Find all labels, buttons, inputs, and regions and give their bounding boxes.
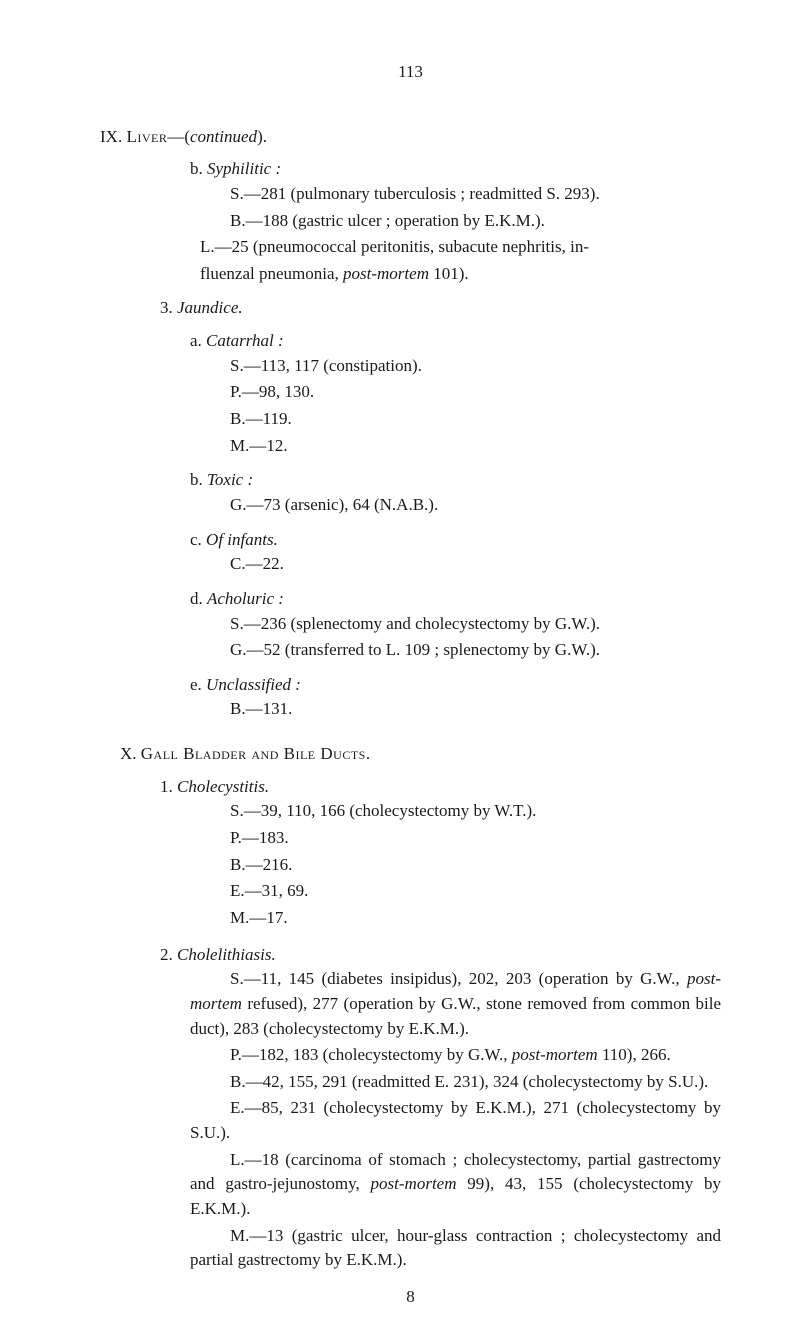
label-b: b. [190,159,207,178]
section-ix-suffix: —( [167,127,190,146]
line-b131: B.—131. [230,697,721,722]
para-e85: E.—85, 231 (cholecystectomy by E.K.M.), … [190,1096,721,1145]
section-x-header: X. Gall Bladder and Bile Ducts. [120,742,721,767]
line-b119: B.—119. [230,407,721,432]
label-2: 2. [160,945,177,964]
line-l25: L.—25 (pneumococcal peritonitis, subacut… [230,235,721,260]
title-syphilitic: Syphilitic : [207,159,281,178]
label-a: a. [190,331,206,350]
item-1-title: 1. Cholecystitis. [160,775,721,800]
footer-number: 8 [100,1285,721,1310]
title-cholelithiasis: Cholelithiasis. [177,945,276,964]
line-b216: B.—216. [230,853,721,878]
line-s281: S.—281 (pulmonary tuberculosis ; readmit… [230,182,721,207]
item-2-title: 2. Cholelithiasis. [160,943,721,968]
p5i: post-mortem [371,1174,457,1193]
line-s39: S.—39, 110, 166 (cholecystectomy by W.T.… [230,799,721,824]
sub-c-infants: c. Of infants. C.—22. [190,528,721,577]
title-jaundice: Jaundice. [177,298,243,317]
sub-e-unclassified: e. Unclassified : B.—131. [190,673,721,722]
label-d: d. [190,589,207,608]
section-x-title: Gall Bladder and Bile Ducts. [141,744,371,763]
sub-d-acholuric: d. Acholuric : S.—236 (splenectomy and c… [190,587,721,663]
title-catarrhal: Catarrhal : [206,331,284,350]
label-e: e. [190,675,206,694]
sub-c-title: c. Of infants. [190,528,721,553]
para-s11: S.—11, 145 (diabetes insipidus), 202, 20… [190,967,721,1041]
para-b42: B.—42, 155, 291 (readmitted E. 231), 324… [190,1070,721,1095]
p1b: refused), 277 (operation by G.W., stone … [190,994,721,1038]
title-unclassified: Unclassified : [206,675,301,694]
line-p98: P.—98, 130. [230,380,721,405]
sub-d-title: d. Acholuric : [190,587,721,612]
line-e31: E.—31, 69. [230,879,721,904]
item-2-cholelithiasis: 2. Cholelithiasis. S.—11, 145 (diabetes … [160,943,721,1273]
label-1: 1. [160,777,177,796]
item-3-jaundice: 3. Jaundice. a. Catarrhal : S.—113, 117 … [160,296,721,722]
title-infants: Of infants. [206,530,278,549]
p2i: post-mortem [512,1045,598,1064]
line-m17: M.—17. [230,906,721,931]
section-x-roman: X. [120,744,141,763]
section-ix-title: Liver [126,127,167,146]
sub-b-title: b. Toxic : [190,468,721,493]
sub-b-toxic: b. Toxic : G.—73 (arsenic), 64 (N.A.B.). [190,468,721,517]
p2b: 110), 266. [598,1045,671,1064]
label-b2: b. [190,470,207,489]
item-1-cholecystitis: 1. Cholecystitis. S.—39, 110, 166 (chole… [160,775,721,931]
section-ix-italic: continued [190,127,257,146]
section-x: X. Gall Bladder and Bile Ducts. 1. Chole… [100,742,721,1273]
line-s236: S.—236 (splenectomy and cholecystectomy … [230,612,721,637]
sub-a-catarrhal: a. Catarrhal : S.—113, 117 (constipation… [190,329,721,458]
line-l25-cont: fluenzal pneumonia, post-mortem 101). [200,262,721,287]
subsection-b-title: b. Syphilitic : [190,157,721,182]
para-m13: M.—13 (gastric ulcer, hour-glass contrac… [190,1224,721,1273]
sub-a-title: a. Catarrhal : [190,329,721,354]
title-toxic: Toxic : [207,470,253,489]
line-g73: G.—73 (arsenic), 64 (N.A.B.). [230,493,721,518]
section-ix-close: ). [257,127,267,146]
line-m12: M.—12. [230,434,721,459]
para-l18: L.—18 (carcinoma of stomach ; cholecyste… [190,1148,721,1222]
section-ix-roman: IX. [100,127,126,146]
label-c: c. [190,530,206,549]
title-acholuric: Acholuric : [207,589,284,608]
sub-e-title: e. Unclassified : [190,673,721,698]
line-p183: P.—183. [230,826,721,851]
page-number: 113 [100,60,721,85]
line-c22: C.—22. [230,552,721,577]
p1a: S.—11, 145 (diabetes insipidus), 202, 20… [230,969,687,988]
label-3: 3. [160,298,177,317]
para-p182: P.—182, 183 (cholecystectomy by G.W., po… [190,1043,721,1068]
line-s113: S.—113, 117 (constipation). [230,354,721,379]
p2a: P.—182, 183 (cholecystectomy by G.W., [230,1045,512,1064]
line-b188: B.—188 (gastric ulcer ; operation by E.K… [230,209,721,234]
line-g52: G.—52 (transferred to L. 109 ; splenecto… [230,638,721,663]
section-ix-header: IX. Liver—(continued). [100,125,721,150]
subsection-b: b. Syphilitic : S.—281 (pulmonary tuberc… [190,157,721,286]
title-cholecystitis: Cholecystitis. [177,777,269,796]
item-3-title: 3. Jaundice. [160,296,721,321]
